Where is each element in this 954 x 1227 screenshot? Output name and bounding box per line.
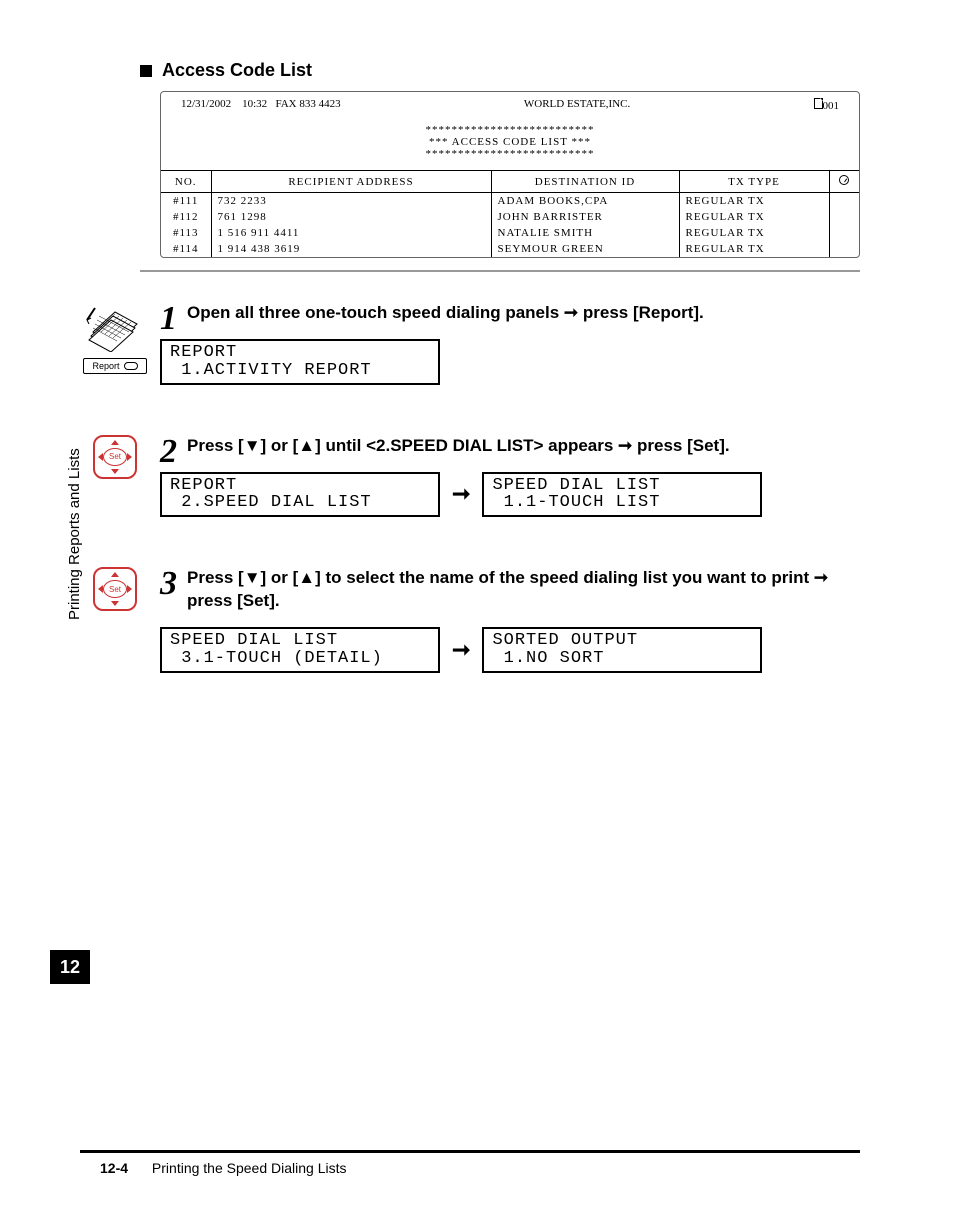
step-3-lcd-row: SPEED DIAL LIST 3.1-TOUCH (DETAIL) ➞ SOR… — [160, 627, 860, 673]
table-row: #111 732 2233 ADAM BOOKS,CPA REGULAR TX — [161, 193, 859, 210]
lcd-display: SPEED DIAL LIST 3.1-TOUCH (DETAIL) — [160, 627, 440, 673]
step-2-text: Press [▼] or [▲] until <2.SPEED DIAL LIS… — [187, 436, 730, 455]
report-page: 001 — [814, 98, 840, 112]
left-arrow-icon — [98, 453, 103, 461]
cell-no: #111 — [161, 193, 211, 210]
report-key-label: Report — [92, 361, 119, 371]
lcd-display: REPORT 1.ACTIVITY REPORT — [160, 339, 440, 385]
cell-tx: REGULAR TX — [679, 209, 829, 225]
down-arrow-icon — [111, 469, 119, 474]
table-row: #114 1 914 438 3619 SEYMOUR GREEN REGULA… — [161, 241, 859, 257]
steps-area: Report 1 Open all three one-touch speed … — [140, 302, 860, 673]
step-2-lcd-row: REPORT 2.SPEED DIAL LIST ➞ SPEED DIAL LI… — [160, 472, 860, 518]
step-1: Report 1 Open all three one-touch speed … — [70, 302, 860, 385]
left-arrow-icon — [98, 585, 103, 593]
report-header-left: 12/31/2002 10:32 FAX 833 4423 — [181, 98, 341, 112]
cell-addr: 1 914 438 3619 — [211, 241, 491, 257]
step-3-icons: Set — [70, 567, 160, 611]
set-label: Set — [103, 580, 127, 598]
cell-tx: REGULAR TX — [679, 241, 829, 257]
cell-clock — [829, 225, 859, 241]
report-fax: FAX 833 4423 — [275, 98, 340, 110]
up-arrow-icon — [111, 440, 119, 445]
footer-rule — [80, 1150, 860, 1153]
step-3-number: 3 — [160, 567, 177, 601]
cell-addr: 1 516 911 4411 — [211, 225, 491, 241]
cell-no: #114 — [161, 241, 211, 257]
report-company: WORLD ESTATE,INC. — [524, 98, 630, 112]
col-addr: RECIPIENT ADDRESS — [211, 171, 491, 193]
stars-bottom: ************************** — [161, 148, 859, 160]
table-row: #113 1 516 911 4411 NATALIE SMITH REGULA… — [161, 225, 859, 241]
cell-no: #113 — [161, 225, 211, 241]
cell-dest: SEYMOUR GREEN — [491, 241, 679, 257]
table-header-row: NO. RECIPIENT ADDRESS DESTINATION ID TX … — [161, 171, 859, 193]
step-1-icons: Report — [70, 302, 160, 374]
clock-icon — [839, 175, 849, 185]
bullet-square-icon — [140, 65, 152, 77]
col-clock — [829, 171, 859, 193]
step-3-text: Press [▼] or [▲] to select the name of t… — [187, 568, 828, 610]
cell-dest: ADAM BOOKS,CPA — [491, 193, 679, 210]
right-arrow-icon — [127, 453, 132, 461]
key-oval-icon — [124, 362, 138, 370]
cell-clock — [829, 241, 859, 257]
cell-dest: JOHN BARRISTER — [491, 209, 679, 225]
footer-title: Printing the Speed Dialing Lists — [152, 1160, 347, 1176]
step-1-lcd-row: REPORT 1.ACTIVITY REPORT — [160, 339, 860, 385]
step-1-number: 1 — [160, 302, 177, 336]
cell-addr: 732 2233 — [211, 193, 491, 210]
report-title: ************************** *** ACCESS CO… — [161, 112, 859, 170]
section-title: Access Code List — [140, 60, 860, 81]
arrow-icon: ➞ — [452, 637, 470, 663]
page-content: Access Code List 12/31/2002 10:32 FAX 83… — [140, 60, 860, 723]
lcd-display: SORTED OUTPUT 1.NO SORT — [482, 627, 762, 673]
cell-dest: NATALIE SMITH — [491, 225, 679, 241]
cell-clock — [829, 193, 859, 210]
col-no: NO. — [161, 171, 211, 193]
title-main: *** ACCESS CODE LIST *** — [161, 136, 859, 148]
table-row: #112 761 1298 JOHN BARRISTER REGULAR TX — [161, 209, 859, 225]
cell-no: #112 — [161, 209, 211, 225]
step-2-number: 2 — [160, 435, 177, 469]
dpad-set-icon: Set — [93, 567, 137, 611]
up-arrow-icon — [111, 572, 119, 577]
set-label: Set — [103, 448, 127, 466]
step-2-icons: Set — [70, 435, 160, 479]
stars-top: ************************** — [161, 124, 859, 136]
section-title-text: Access Code List — [162, 60, 312, 80]
step-3-body: 3 Press [▼] or [▲] to select the name of… — [160, 567, 860, 673]
lcd-display: REPORT 2.SPEED DIAL LIST — [160, 472, 440, 518]
keyboard-panel-icon — [85, 302, 145, 352]
section-rule — [140, 270, 860, 272]
report-time: 10:32 — [242, 98, 267, 110]
col-tx: TX TYPE — [679, 171, 829, 193]
step-1-body: 1 Open all three one-touch speed dialing… — [160, 302, 860, 385]
down-arrow-icon — [111, 601, 119, 606]
chapter-number-tab: 12 — [50, 950, 90, 984]
footer-page: 12-4 — [100, 1160, 128, 1176]
page-icon — [814, 98, 823, 109]
cell-tx: REGULAR TX — [679, 193, 829, 210]
cell-clock — [829, 209, 859, 225]
report-key-icon: Report — [83, 358, 146, 374]
step-2-body: 2 Press [▼] or [▲] until <2.SPEED DIAL L… — [160, 435, 860, 518]
report-page-num: 001 — [823, 100, 840, 112]
dpad-set-icon: Set — [93, 435, 137, 479]
arrow-icon: ➞ — [452, 481, 470, 507]
right-arrow-icon — [127, 585, 132, 593]
cell-addr: 761 1298 — [211, 209, 491, 225]
cell-tx: REGULAR TX — [679, 225, 829, 241]
step-3: Set 3 Press [▼] or [▲] to select the nam… — [70, 567, 860, 673]
report-date: 12/31/2002 — [181, 98, 231, 110]
report-header: 12/31/2002 10:32 FAX 833 4423 WORLD ESTA… — [161, 92, 859, 112]
access-code-list-report: 12/31/2002 10:32 FAX 833 4423 WORLD ESTA… — [160, 91, 860, 258]
footer: 12-4 Printing the Speed Dialing Lists — [100, 1160, 346, 1176]
step-1-text: Open all three one-touch speed dialing p… — [187, 303, 704, 322]
step-2: Set 2 Press [▼] or [▲] until <2.SPEED DI… — [70, 435, 860, 518]
report-table: NO. RECIPIENT ADDRESS DESTINATION ID TX … — [161, 170, 859, 257]
lcd-display: SPEED DIAL LIST 1.1-TOUCH LIST — [482, 472, 762, 518]
col-dest: DESTINATION ID — [491, 171, 679, 193]
